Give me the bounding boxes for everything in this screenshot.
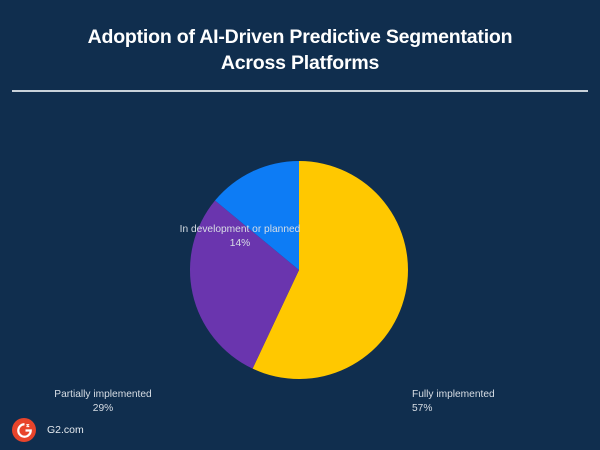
pie-slice-group xyxy=(189,161,408,379)
page-title-line-1: Adoption of AI-Driven Predictive Segment… xyxy=(87,26,513,48)
footer-branding: G2.com xyxy=(12,418,84,442)
pie-slice-partially-implemented[interactable] xyxy=(189,200,299,369)
pie-chart-svg xyxy=(189,161,408,379)
pie-label-value: 14% xyxy=(229,238,251,249)
page-title-line-2: Across Platforms xyxy=(220,52,380,74)
pie-label-name: Fully implemented xyxy=(412,389,495,400)
pie-chart: In development or planned 14% Partially … xyxy=(0,100,600,414)
pie-slice-in-development-or-planned[interactable] xyxy=(215,161,299,270)
page-title: Adoption of AI-Driven Predictive Segment… xyxy=(0,24,600,76)
g2-logo-icon xyxy=(12,418,36,442)
pie-label-partially-implemented: Partially implemented 29% xyxy=(18,388,188,416)
pie-label-name: In development or planned xyxy=(179,224,301,235)
pie-label-in-development-or-planned: In development or planned 14% xyxy=(130,223,350,251)
title-divider xyxy=(12,90,588,92)
pie-label-name: Partially implemented xyxy=(54,389,152,400)
footer-label: G2.com xyxy=(47,424,84,436)
pie-label-fully-implemented: Fully implemented 57% xyxy=(412,388,582,416)
pie-label-value: 29% xyxy=(92,403,114,414)
pie-label-value: 57% xyxy=(412,403,433,414)
pie-slice-fully-implemented[interactable] xyxy=(252,161,408,379)
